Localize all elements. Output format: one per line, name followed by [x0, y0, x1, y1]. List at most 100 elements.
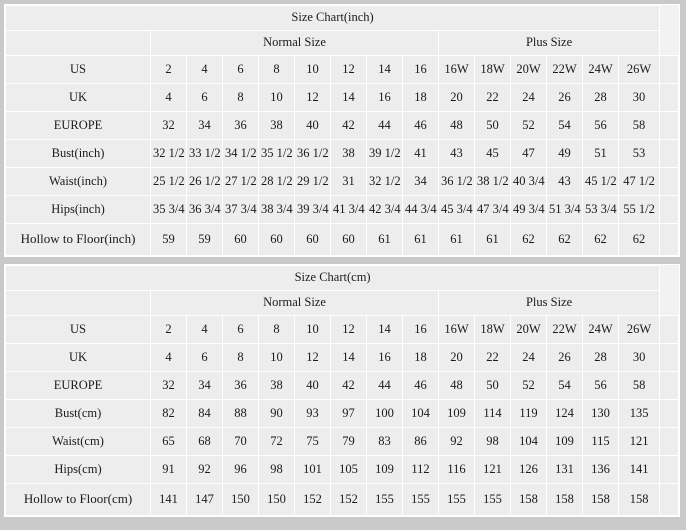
table-cell: 150 — [222, 483, 259, 516]
table-cell: 126 — [510, 455, 547, 484]
table-cell: 16 — [366, 83, 403, 112]
row-label: Waist(cm) — [5, 427, 151, 456]
chart-title: Size Chart(cm) — [4, 265, 661, 291]
row-label: Waist(inch) — [5, 167, 151, 196]
table-cell: 61 — [474, 223, 511, 256]
table-cell: 22 — [474, 83, 511, 112]
table-cell: 42 3/4 — [366, 195, 403, 224]
table-cell: 20 — [438, 83, 475, 112]
table-row: Hips(inch) 35 3/4 36 3/4 37 3/4 38 3/4 39 3/4… — [5, 195, 679, 224]
table-cell: 49 3/4 — [510, 195, 547, 224]
table-cell: 56 — [582, 371, 619, 400]
table-cell: 155 — [402, 483, 439, 516]
table-cell: 98 — [474, 427, 511, 456]
table-cell: 16 — [366, 343, 403, 372]
table-cell: 88 — [222, 399, 259, 428]
table-cell: 98 — [258, 455, 295, 484]
table-cell: 24 — [510, 343, 547, 372]
spacer-cell — [659, 343, 679, 372]
table-cell: 18 — [402, 343, 439, 372]
table-cell: 36 1/2 — [294, 139, 331, 168]
table-cell: 8 — [258, 55, 295, 84]
row-label: Hips(cm) — [5, 455, 151, 484]
table-cell: 40 — [294, 371, 331, 400]
table-cell: 141 — [617, 455, 661, 484]
table-cell: 2 — [150, 315, 187, 344]
table-cell: 4 — [186, 315, 223, 344]
row-label: US — [5, 55, 151, 84]
table-cell: 50 — [474, 111, 511, 140]
table-cell: 62 — [510, 223, 547, 256]
table-row: US 2 4 6 8 10 12 14 16 16W 18W 20W 22W 24W 26W — [5, 315, 679, 344]
table-cell: 12 — [294, 343, 331, 372]
table-cell: 82 — [150, 399, 187, 428]
row-label: US — [5, 315, 151, 344]
table-cell: 22W — [546, 315, 583, 344]
table-cell: 45 1/2 — [582, 167, 619, 196]
table-cell: 38 — [258, 111, 295, 140]
table-cell: 53 — [617, 139, 661, 168]
table-cell: 30 — [617, 343, 661, 372]
table-cell: 158 — [546, 483, 583, 516]
size-chart-inch: Size Chart(inch) Normal Size Plus Size US 2 4… — [4, 4, 680, 257]
table-row: EUROPE 32 34 36 38 40 42 44 46 48 50 52 54 56 58 — [5, 111, 679, 140]
table-cell: 20W — [510, 55, 547, 84]
table-cell: 62 — [546, 223, 583, 256]
table-cell: 59 — [150, 223, 187, 256]
table-cell: 44 — [366, 111, 403, 140]
table-cell: 109 — [366, 455, 403, 484]
table-cell: 41 — [402, 139, 439, 168]
table-cell: 54 — [546, 111, 583, 140]
table-cell: 12 — [330, 55, 367, 84]
spacer-cell — [659, 371, 679, 400]
table-cell: 86 — [402, 427, 439, 456]
table-cell: 16 — [402, 55, 439, 84]
table-cell: 52 — [510, 111, 547, 140]
table-cell: 101 — [294, 455, 331, 484]
table-cell: 8 — [222, 343, 259, 372]
table-cell: 48 — [438, 111, 475, 140]
table-cell: 158 — [510, 483, 547, 516]
table-cell: 45 3/4 — [438, 195, 475, 224]
table-cell: 12 — [330, 315, 367, 344]
group-header: Normal Size — [150, 290, 439, 316]
spacer-cell — [659, 315, 679, 344]
table-cell: 10 — [294, 315, 331, 344]
table-cell: 79 — [330, 427, 367, 456]
table-cell: 47 1/2 — [617, 167, 661, 196]
table-cell: 16 — [402, 315, 439, 344]
table-cell: 46 — [402, 111, 439, 140]
table-row: UK 4 6 8 10 12 14 16 18 20 22 24 26 28 30 — [5, 83, 679, 112]
table-body: Size Chart(cm) Normal Size Plus Size US 2 4 6 8… — [4, 265, 679, 516]
table-cell: 41 3/4 — [330, 195, 367, 224]
table-cell: 105 — [330, 455, 367, 484]
table-cell: 100 — [366, 399, 403, 428]
table-row: Hips(cm) 91 92 96 98 101 105 109 112 116 121 126 131… — [5, 455, 679, 484]
table-cell: 54 — [546, 371, 583, 400]
table-row: UK 4 6 8 10 12 14 16 18 20 22 24 26 28 30 — [5, 343, 679, 372]
table-cell: 58 — [617, 371, 661, 400]
table-cell: 58 — [617, 111, 661, 140]
table-cell: 62 — [617, 223, 661, 256]
table-row: Hollow to Floor(inch) 59 59 60 60 60 60 61 61 61 6… — [5, 223, 679, 256]
table-cell: 43 — [546, 167, 583, 196]
table-cell: 60 — [258, 223, 295, 256]
table-cell: 51 — [582, 139, 619, 168]
table-cell: 97 — [330, 399, 367, 428]
table-cell: 18W — [474, 315, 511, 344]
table-cell: 84 — [186, 399, 223, 428]
table-cell: 33 1/2 — [186, 139, 223, 168]
row-label: Bust(inch) — [5, 139, 151, 168]
table-cell: 55 1/2 — [617, 195, 661, 224]
spacer-cell — [659, 139, 679, 168]
table-body: Size Chart(inch) Normal Size Plus Size US 2 4… — [4, 5, 679, 256]
size-table-cm: Size Chart(cm) Normal Size Plus Size US 2 4 6 8… — [4, 265, 679, 516]
row-label: EUROPE — [5, 111, 151, 140]
table-cell: 28 — [582, 83, 619, 112]
table-cell: 70 — [222, 427, 259, 456]
spacer-cell — [659, 111, 679, 140]
row-label: Hollow to Floor(cm) — [5, 483, 151, 516]
table-cell: 62 — [582, 223, 619, 256]
table-cell: 36 — [222, 371, 259, 400]
table-cell: 34 — [186, 371, 223, 400]
